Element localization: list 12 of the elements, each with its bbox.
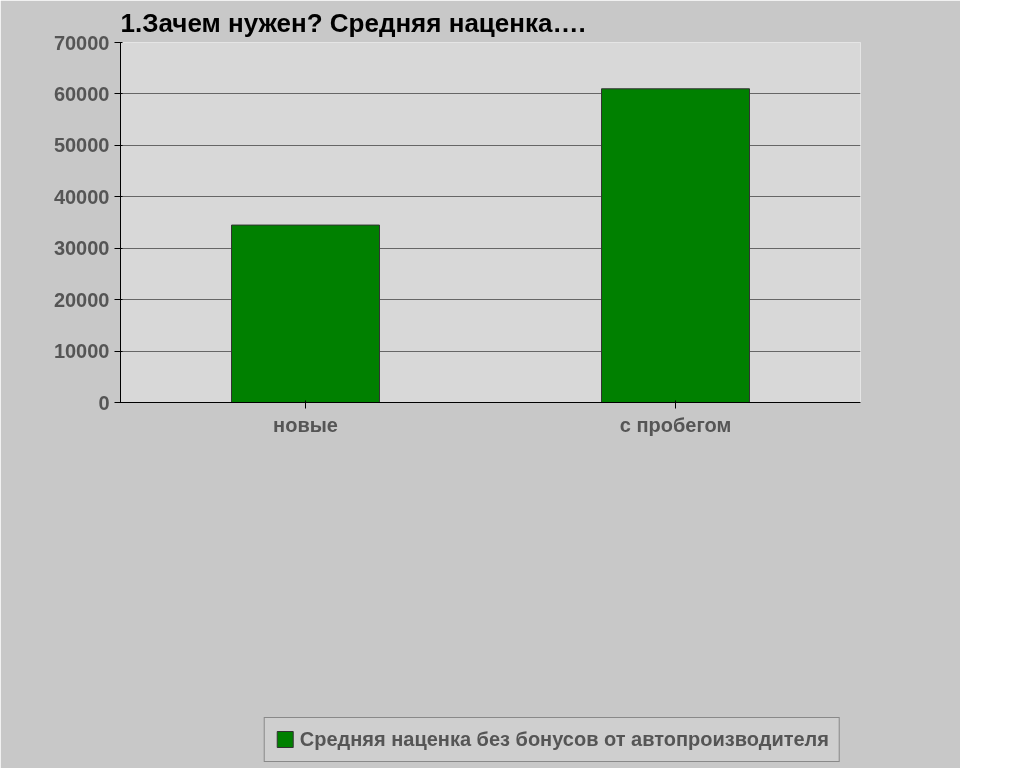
y-tick-label: 10000 bbox=[53, 340, 110, 363]
y-tick-label: 0 bbox=[98, 391, 110, 414]
y-tick-label: 20000 bbox=[53, 288, 110, 311]
legend-label: Средняя наценка без бонусов от автопроизводителя bbox=[299, 727, 829, 751]
x-tick-label: с пробегом bbox=[619, 413, 732, 436]
x-tick-label: новые bbox=[273, 413, 338, 436]
y-tick-label: 40000 bbox=[53, 185, 110, 208]
y-tick-label: 60000 bbox=[53, 82, 110, 105]
chart-title: 1.Зачем нужен? Средняя наценка…. bbox=[120, 7, 586, 38]
y-tick-label: 70000 bbox=[53, 31, 110, 54]
y-tick-label: 50000 bbox=[53, 134, 110, 157]
y-tick-label: 30000 bbox=[53, 237, 110, 260]
